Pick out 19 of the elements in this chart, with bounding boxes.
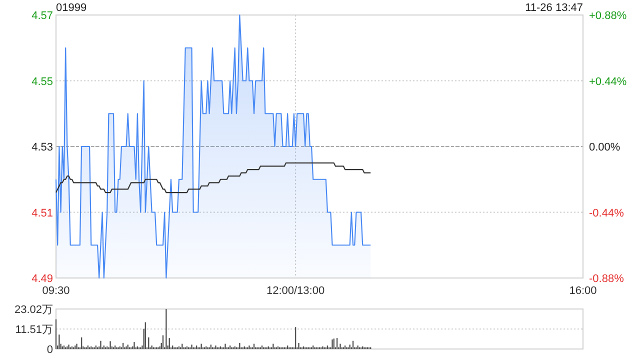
y2-tick-label: -0.44% xyxy=(589,207,624,220)
y2-tick-label: 0.00% xyxy=(589,142,620,154)
text: 11-26 13:47 xyxy=(525,2,583,14)
y-tick-label: 23.02万 xyxy=(14,304,53,316)
x-tick-label: 12:00/13:00 xyxy=(266,285,325,297)
y2-tick-label: +0.44% xyxy=(589,76,627,88)
chart-title: 01999 xyxy=(56,2,87,14)
y-tick-label: 0 xyxy=(46,344,53,356)
x-tick-label: 09:30 xyxy=(42,285,70,297)
y-tick-label: 4.57 xyxy=(32,10,53,22)
y2-tick-label: -0.88% xyxy=(589,273,624,285)
y-tick-label: 4.53 xyxy=(32,142,53,154)
y-tick-label: 4.55 xyxy=(32,76,53,88)
y-tick-label: 4.51 xyxy=(32,207,53,220)
y-tick-label: 11.51万 xyxy=(15,324,53,336)
line-series xyxy=(55,162,372,194)
x-tick-label: 16:00 xyxy=(569,285,597,297)
y-tick-label: 4.49 xyxy=(32,273,53,285)
y2-tick-label: +0.88% xyxy=(589,10,627,22)
